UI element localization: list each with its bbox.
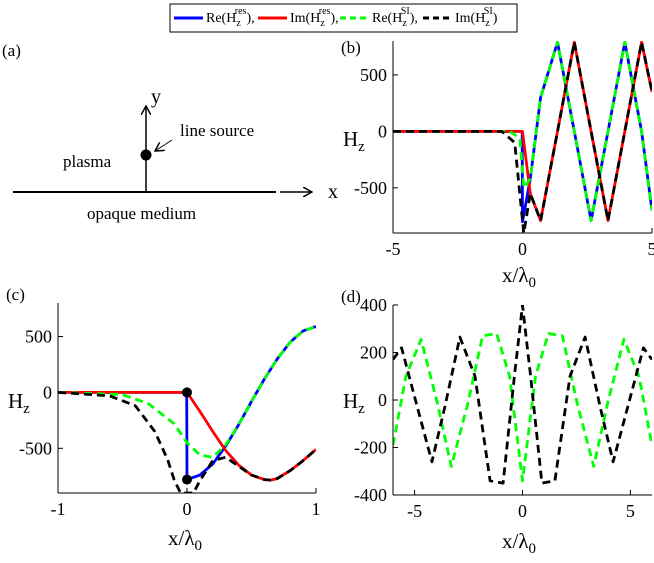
series-group: [58, 325, 316, 493]
panel-d-label: (d): [341, 287, 361, 306]
legend-label-tail: ),: [410, 11, 418, 26]
series-group: [393, 41, 652, 233]
legend-label-tail: ),: [246, 11, 254, 26]
series-line: [393, 332, 652, 483]
panel-a: (a) x y line source plasma opaque medium: [2, 41, 338, 223]
panel-c-label: (c): [6, 285, 25, 304]
legend-entry-im-si: Im(HzSI): [423, 6, 498, 29]
y-axis-label: Hz: [343, 389, 365, 417]
y-tick-label: -500: [354, 178, 387, 198]
opaque-medium-label: opaque medium: [87, 204, 196, 223]
plot-panel: -5 0 5 400 200 0 -200 -400 x/λ0 Hz: [343, 295, 652, 557]
panel-b-label: (b): [341, 38, 361, 57]
y-tick-label: 500: [360, 65, 387, 85]
legend-label-base: Im(H: [455, 11, 485, 26]
legend-label-sub: z: [402, 18, 407, 29]
x-axis-label: x/λ0: [168, 526, 202, 554]
plots: -5 0 5 500 0 -500 x/λ0 Hz -1 0 1 500 0 -500 x/λ0 Hz -5 0 5…: [8, 41, 654, 557]
y-tick-label: -200: [354, 438, 387, 458]
y-tick-label: 0: [378, 121, 387, 141]
y-tick-label: 500: [25, 327, 52, 347]
y-axis-label: Hz: [8, 389, 30, 417]
svg-text:Im(Hzres),: Im(Hzres),: [290, 6, 339, 29]
legend-label-sup: res: [235, 6, 247, 17]
y-tick-label: 200: [360, 343, 387, 363]
legend-label-sup: SI: [484, 6, 493, 17]
plasma-label: plasma: [63, 152, 112, 171]
x-tick-label: 0: [518, 239, 527, 259]
svg-text:Im(HzSI): Im(HzSI): [455, 6, 498, 29]
x-tick-label: 5: [626, 501, 635, 521]
legend-entry-re-res: Re(Hzres),: [174, 6, 255, 29]
legend-label-base: Re(H: [206, 11, 236, 26]
x-axis-label: x: [328, 181, 338, 203]
x-tick-label: -1: [51, 499, 66, 519]
marker-dot: [182, 474, 192, 485]
legend-label-tail: ),: [330, 11, 338, 26]
x-tick-label: 5: [648, 239, 654, 259]
line-source-label: line source: [180, 121, 254, 140]
legend-label-sub: z: [485, 18, 490, 29]
legend-label-sup: SI: [401, 6, 410, 17]
legend-entry-im-res: Im(Hzres),: [258, 6, 339, 29]
y-tick-label: 0: [43, 382, 52, 402]
legend-label-sub: z: [236, 18, 241, 29]
series-line: [58, 325, 316, 459]
legend-label-sup: res: [319, 6, 331, 17]
y-axis-label: Hz: [343, 127, 365, 155]
x-axis-label: x/λ0: [502, 529, 536, 557]
marker-dot: [182, 387, 192, 398]
y-axis-label: y: [151, 86, 161, 108]
line-source-dot-icon: [140, 149, 152, 161]
pointer-arrow-icon: [155, 139, 173, 151]
series-line: [58, 391, 316, 493]
x-tick-label: -5: [386, 239, 401, 259]
panel-a-label: (a): [2, 41, 21, 60]
series-line: [393, 305, 652, 485]
x-tick-label: 0: [183, 499, 192, 519]
series-line: [58, 325, 316, 482]
series-line: [393, 41, 652, 223]
legend: Re(Hzres), Im(Hzres), Re(HzSI), Im(HzSI): [169, 3, 518, 33]
x-tick-label: 1: [312, 499, 321, 519]
plot-panel: -5 0 5 500 0 -500 x/λ0 Hz: [343, 41, 654, 291]
plot-panel: -1 0 1 500 0 -500 x/λ0 Hz: [8, 303, 321, 554]
legend-label-base: Im(H: [290, 11, 320, 26]
legend-label-sub: z: [320, 18, 325, 29]
x-tick-label: -5: [407, 501, 422, 521]
x-axis-label: x/λ0: [502, 263, 536, 291]
series-line: [393, 41, 652, 233]
legend-label-base: Re(H: [372, 11, 402, 26]
series-group: [393, 305, 652, 485]
legend-label-tail: ): [493, 11, 498, 26]
x-tick-label: 0: [518, 501, 527, 521]
legend-entry-re-si: Re(HzSI),: [340, 6, 418, 29]
y-tick-label: 400: [360, 295, 387, 315]
y-tick-label: 0: [378, 390, 387, 410]
y-tick-label: -500: [19, 438, 52, 458]
svg-text:Re(Hzres),: Re(Hzres),: [206, 6, 255, 29]
y-tick-label: -400: [354, 485, 387, 505]
svg-text:Re(HzSI),: Re(HzSI),: [372, 6, 418, 29]
